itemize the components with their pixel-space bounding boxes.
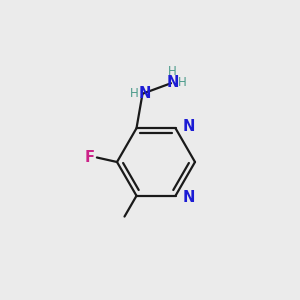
Text: N: N [183,190,195,205]
Text: N: N [139,85,151,100]
Text: H: H [130,87,139,100]
Text: H: H [178,76,187,89]
Text: N: N [183,119,195,134]
Text: N: N [166,75,179,90]
Text: F: F [85,150,95,165]
Text: H: H [168,65,177,78]
